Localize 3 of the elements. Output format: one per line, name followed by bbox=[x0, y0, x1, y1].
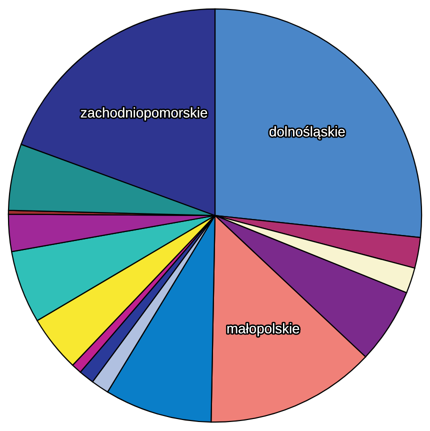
slice-label: dolnośląskie bbox=[270, 126, 345, 140]
slice-label: małopolskie bbox=[227, 323, 300, 336]
slice-label: zachodniopomorskie bbox=[80, 107, 208, 120]
